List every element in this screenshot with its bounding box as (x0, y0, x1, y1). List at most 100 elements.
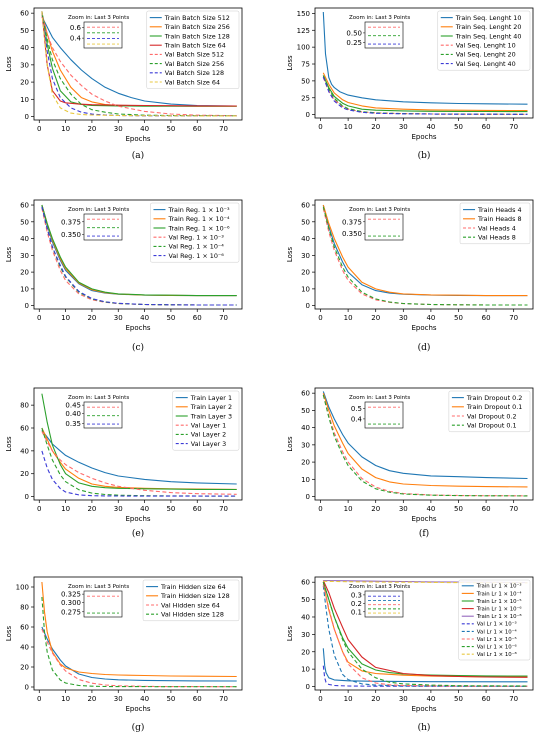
series-group (41, 581, 237, 688)
panel-caption: (h) (418, 722, 431, 733)
legend-label: Val Layer 2 (191, 431, 227, 439)
legend-label: Train Lr 1 × 10⁻⁶ (476, 606, 522, 613)
chart-panel: 0 10 20 30 40 50 60 70 0 10 20 30 40 50 60 Epochs Loss Zo… (286, 387, 534, 539)
chart-panel: 0 10 20 30 40 50 60 70 0 10 20 30 40 50 60 Epochs Loss Zo… (5, 7, 243, 161)
x-tick-label: 50 (166, 695, 175, 703)
x-axis-label: Epochs (125, 135, 150, 143)
x-axis-label: Epochs (125, 705, 150, 713)
y-tick-label: 25 (301, 94, 310, 102)
x-tick-label: 20 (371, 695, 380, 703)
y-tick-label: 60 (301, 579, 310, 587)
series-line (322, 206, 528, 306)
x-tick-label: 60 (482, 314, 491, 322)
inset-tick-label: 0.35 (65, 420, 81, 428)
x-tick-label: 40 (426, 314, 435, 322)
inset-tick-label: 0.45 (65, 402, 81, 410)
legend-label: Train Batch Size 512 (164, 14, 230, 22)
x-tick-label: 60 (193, 314, 202, 322)
x-tick-label: 0 (318, 505, 322, 513)
x-tick-label: 50 (166, 505, 175, 513)
legend-label: Val Heads 8 (478, 234, 516, 242)
x-tick-label: 60 (482, 505, 491, 513)
panel-caption: (a) (132, 150, 144, 161)
legend-box (150, 202, 240, 263)
inset-tick-label: 0.40 (65, 410, 81, 418)
series-line (322, 72, 528, 112)
x-tick-label: 0 (37, 314, 41, 322)
x-tick-label: 60 (193, 505, 202, 513)
x-tick-label: 10 (61, 695, 70, 703)
inset-tick-label: 0.50 (346, 29, 362, 37)
legend-label: Val Seq. Lenght 20 (456, 51, 516, 59)
legend-label: Train Lr 1 × 10⁻⁸ (476, 613, 522, 620)
x-tick-label: 10 (61, 125, 70, 133)
y-tick-label: 40 (301, 613, 310, 621)
y-tick-label: 50 (301, 407, 310, 415)
series-line (322, 394, 528, 497)
legend-box (172, 390, 240, 451)
x-tick-label: 20 (87, 125, 96, 133)
legend-label: Val Layer 3 (191, 440, 227, 448)
series-line (41, 427, 237, 497)
axes-frame (314, 7, 534, 119)
x-tick-label: 20 (371, 123, 380, 131)
y-tick-label: 0 (25, 113, 29, 121)
series-group (41, 204, 237, 306)
y-tick-label: 0 (306, 493, 310, 501)
y-tick-label: 40 (301, 424, 310, 432)
y-tick-label: 50 (301, 596, 310, 604)
inset-tick-label: 0.5 (351, 405, 362, 413)
y-tick-label: 60 (20, 624, 29, 632)
chart-panel: 0 10 20 30 40 50 60 70 0 25 50 75 100 125 150 Epochs Los… (286, 7, 534, 161)
y-axis-label: Loss (286, 436, 294, 452)
legend-label: Val Seq. Lenght 10 (456, 42, 516, 50)
series-line (41, 581, 237, 678)
x-tick-label: 30 (114, 314, 123, 322)
x-tick-label: 60 (482, 123, 491, 131)
legend-label: Train Layer 3 (190, 412, 232, 420)
series-line (322, 208, 528, 306)
x-tick-label: 70 (219, 695, 228, 703)
legend-label: Train Batch Size 64 (164, 42, 226, 50)
legend-label: Train Seq. Lenght 20 (455, 23, 522, 31)
x-tick-label: 10 (61, 505, 70, 513)
inset-tick-label: 0.4 (351, 415, 363, 423)
y-tick-label: 80 (20, 402, 29, 410)
legend-label: Train Hidden size 128 (160, 592, 230, 600)
y-tick-label: 40 (20, 235, 29, 243)
legend-label: Val Layer 1 (191, 422, 227, 430)
series-line (322, 391, 528, 480)
axes-frame (33, 576, 243, 691)
legend-label: Val Batch Size 256 (165, 60, 224, 68)
y-axis-label: Loss (5, 436, 13, 452)
y-tick-label: 20 (20, 79, 29, 87)
legend-box (459, 202, 531, 245)
y-axis-label: Loss (5, 246, 13, 262)
y-tick-label: 40 (20, 447, 29, 455)
x-tick-label: 30 (399, 314, 408, 322)
inset-tick-label: 0.275 (61, 608, 81, 616)
x-tick-label: 10 (61, 314, 70, 322)
series-group (41, 393, 237, 497)
axes-frame (33, 387, 243, 501)
x-tick-label: 70 (219, 505, 228, 513)
x-tick-label: 40 (140, 314, 149, 322)
y-tick-label: 0 (25, 493, 29, 501)
legend-label: Train Layer 1 (190, 394, 232, 402)
y-tick-label: 60 (20, 10, 29, 18)
series-line (322, 648, 528, 683)
series-line (41, 11, 237, 117)
x-tick-label: 30 (114, 505, 123, 513)
x-tick-label: 70 (219, 314, 228, 322)
series-line (41, 431, 237, 495)
axes-frame (33, 199, 243, 310)
legend-label: Train Lr 1 × 10⁻³ (476, 583, 522, 590)
series-line (41, 393, 237, 491)
legend-label: Val Lr 1 × 10⁻⁶ (477, 644, 517, 651)
chart-panel: 0 10 20 30 40 50 60 70 0 10 20 30 40 50 60 Epochs Loss Zo… (286, 199, 534, 353)
y-tick-label: 50 (301, 218, 310, 226)
legend-label: Val Batch Size 128 (165, 69, 224, 77)
inset-tick-label: 0.3 (351, 591, 362, 599)
legend-label: Val Dropout 0.2 (467, 412, 517, 420)
